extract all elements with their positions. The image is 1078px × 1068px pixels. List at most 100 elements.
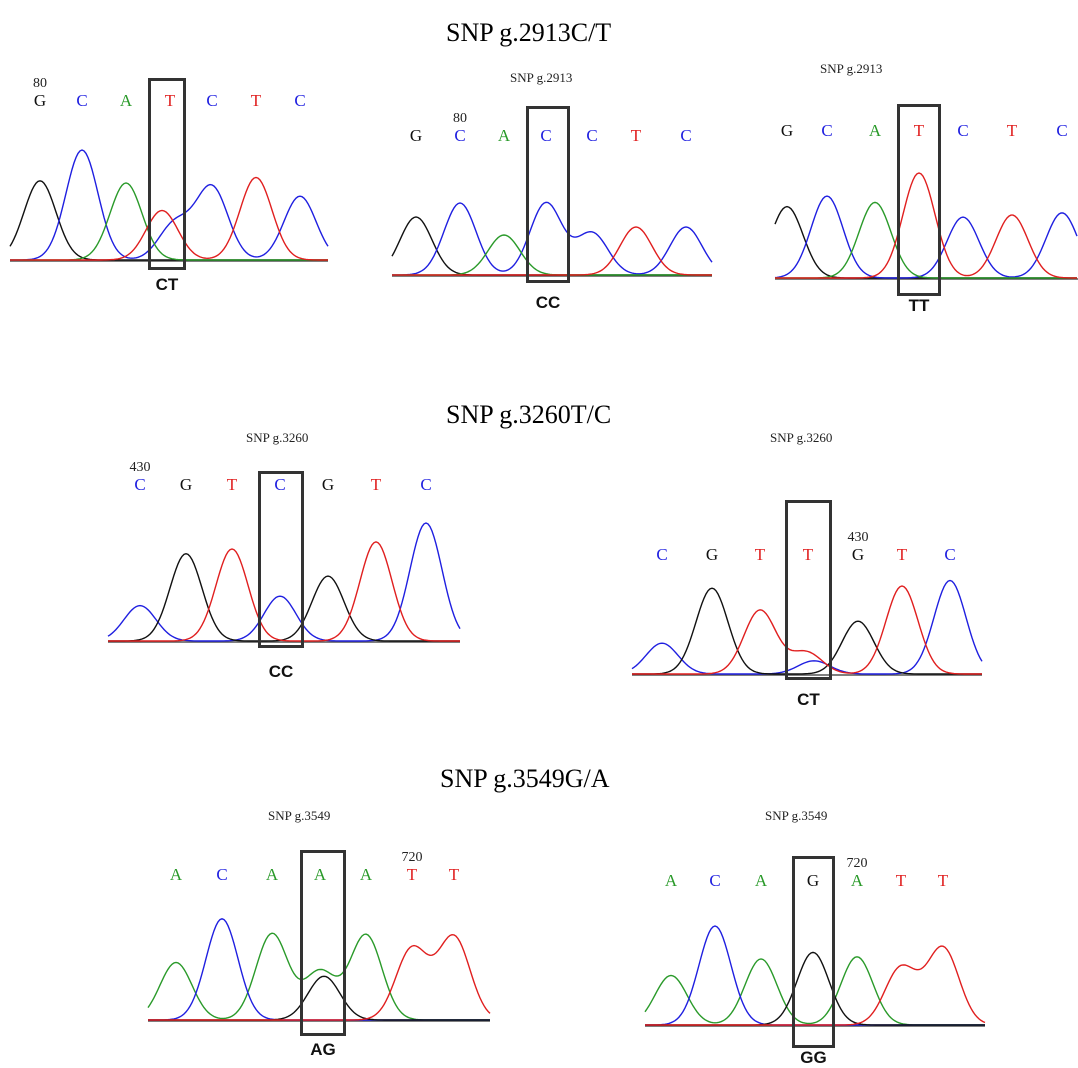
base-call: G bbox=[321, 475, 335, 494]
trace-C bbox=[107, 522, 461, 642]
base-call: T bbox=[754, 545, 766, 564]
snp-highlight-box bbox=[148, 78, 186, 270]
position-label: 80 bbox=[33, 76, 47, 91]
chromatogram-panel-2: SNP g.2913 G C A C C T C 80 CC bbox=[391, 70, 713, 320]
base-call: G bbox=[780, 121, 794, 140]
base-call: G bbox=[179, 475, 193, 494]
chromatogram-panel-4: SNP g.3260 C G T C G T C 430 CC bbox=[107, 430, 461, 690]
base-call: G bbox=[851, 545, 865, 564]
chromatogram-traces bbox=[644, 925, 986, 1027]
panel-title: SNP g.3260 bbox=[246, 430, 309, 445]
base-call: C bbox=[454, 126, 466, 145]
panel-title: SNP g.2913 bbox=[510, 70, 573, 85]
base-call: T bbox=[1006, 121, 1018, 140]
base-call: A bbox=[868, 121, 882, 140]
trace-C bbox=[10, 149, 329, 261]
panel-title: SNP g.3549 bbox=[268, 808, 331, 823]
position-label: 720 bbox=[846, 856, 868, 871]
section-title-3549: SNP g.3549G/A bbox=[440, 764, 610, 793]
chromatogram-traces bbox=[147, 918, 491, 1022]
base-call: A bbox=[497, 126, 511, 145]
snp-highlight-box bbox=[258, 471, 304, 648]
base-call: A bbox=[664, 871, 678, 890]
section-title-3260: SNP g.3260T/C bbox=[446, 400, 612, 429]
base-call: C bbox=[957, 121, 969, 140]
chromatogram-panel-6: SNP g.3549 A C A A A T T 720 AG bbox=[147, 808, 491, 1059]
trace-T bbox=[10, 176, 328, 261]
base-call: A bbox=[359, 865, 373, 884]
base-call: A bbox=[754, 871, 768, 890]
base-call: G bbox=[705, 545, 719, 564]
trace-G bbox=[108, 552, 460, 642]
chromatogram-panel-1: G C A T C T C 80 CT bbox=[9, 60, 329, 310]
position-label: 720 bbox=[401, 850, 423, 865]
base-call: C bbox=[294, 91, 306, 110]
trace-G bbox=[632, 587, 982, 675]
trace-T bbox=[632, 585, 982, 675]
base-call: C bbox=[420, 475, 432, 494]
genotype-label: CC bbox=[268, 662, 294, 681]
genotype-label: AG bbox=[310, 1040, 336, 1059]
position-label: 80 bbox=[453, 111, 467, 126]
trace-T bbox=[775, 172, 1077, 279]
position-label: 430 bbox=[129, 460, 151, 475]
trace-C bbox=[631, 579, 983, 675]
chromatogram-panel-3: SNP g.2913 G C A T C T C TT bbox=[774, 60, 1078, 320]
chromatogram-traces bbox=[391, 201, 713, 277]
base-call: T bbox=[448, 865, 460, 884]
chromatogram-traces bbox=[9, 149, 329, 262]
base-call: A bbox=[850, 871, 864, 890]
snp-highlight-box bbox=[300, 850, 346, 1036]
base-call: C bbox=[134, 475, 146, 494]
base-call: T bbox=[164, 91, 176, 110]
base-call: T bbox=[630, 126, 642, 145]
panel-title: SNP g.3260 bbox=[770, 430, 833, 445]
base-call: C bbox=[680, 126, 692, 145]
trace-T bbox=[392, 226, 712, 276]
base-call: G bbox=[409, 126, 423, 145]
base-call: A bbox=[119, 91, 133, 110]
base-call: C bbox=[216, 865, 228, 884]
base-call: A bbox=[169, 865, 183, 884]
snp-highlight-box bbox=[792, 856, 835, 1048]
trace-C bbox=[774, 195, 1078, 279]
position-label: 430 bbox=[847, 530, 869, 545]
base-call: C bbox=[1056, 121, 1068, 140]
base-call: T bbox=[896, 545, 908, 564]
base-call: G bbox=[806, 871, 820, 890]
genotype-label: TT bbox=[908, 296, 930, 315]
chromatogram-panel-5: SNP g.3260 C G T T G T C 430 CT bbox=[631, 430, 983, 720]
trace-T bbox=[645, 945, 986, 1026]
trace-T bbox=[148, 933, 491, 1021]
base-call: C bbox=[656, 545, 668, 564]
panel-title: SNP g.3549 bbox=[765, 808, 828, 823]
base-call: G bbox=[33, 91, 47, 110]
panel-title: SNP g.2913 bbox=[820, 61, 883, 76]
chromatogram-traces bbox=[774, 172, 1078, 280]
chromatogram-panel-7: SNP g.3549 A C A G A T T 720 GG bbox=[644, 808, 986, 1067]
base-call: C bbox=[76, 91, 88, 110]
section-title-2913: SNP g.2913C/T bbox=[446, 18, 612, 47]
snp-highlight-box bbox=[785, 500, 832, 680]
base-call: T bbox=[226, 475, 238, 494]
genotype-label: CT bbox=[797, 690, 820, 709]
trace-C bbox=[392, 201, 713, 276]
chromatogram-traces bbox=[107, 522, 461, 643]
base-call: C bbox=[709, 871, 721, 890]
genotype-label: CT bbox=[155, 275, 179, 294]
base-call: T bbox=[895, 871, 907, 890]
base-call: T bbox=[937, 871, 949, 890]
base-call: T bbox=[802, 545, 814, 564]
base-call: C bbox=[821, 121, 833, 140]
base-call: A bbox=[313, 865, 327, 884]
snp-highlight-box bbox=[897, 104, 941, 296]
genotype-label: CC bbox=[535, 293, 561, 312]
base-call: A bbox=[265, 865, 279, 884]
base-call: C bbox=[540, 126, 552, 145]
trace-T bbox=[108, 541, 460, 642]
base-call: T bbox=[250, 91, 262, 110]
base-call: T bbox=[370, 475, 382, 494]
snp-highlight-box bbox=[526, 106, 570, 283]
base-call: C bbox=[944, 545, 956, 564]
base-call: T bbox=[406, 865, 418, 884]
